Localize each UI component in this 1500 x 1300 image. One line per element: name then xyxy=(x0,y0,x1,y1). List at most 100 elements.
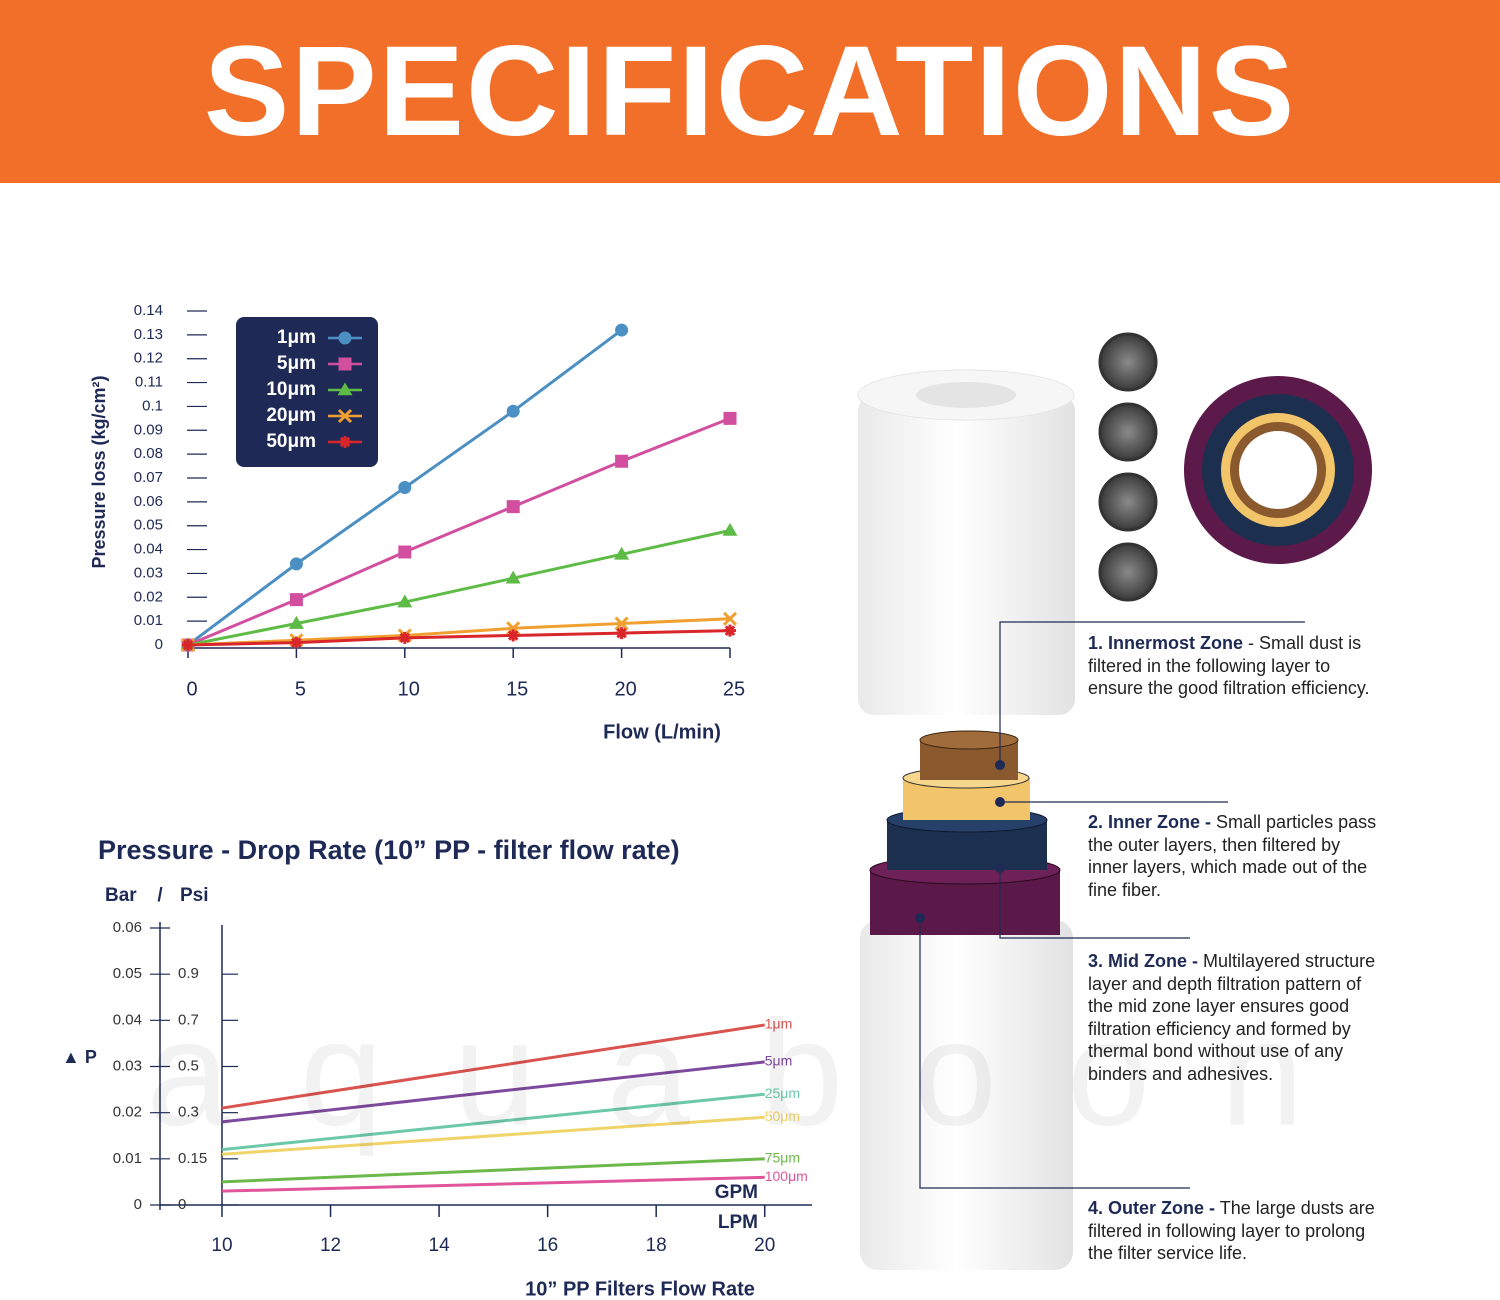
zone-heading: 1. Innermost Zone xyxy=(1088,633,1244,653)
series-line xyxy=(221,1060,765,1124)
pore-icon xyxy=(1098,472,1158,532)
series-label: 1μm xyxy=(765,1016,793,1032)
leader-lines xyxy=(919,621,1305,1189)
data-point xyxy=(615,323,629,337)
legend-label: 50μm xyxy=(266,431,316,452)
y2-tick-label: 0.9 xyxy=(178,965,199,982)
zone-text: The large dusts are filtered in followin… xyxy=(1088,1198,1375,1264)
y-tick-label: 0.04 xyxy=(134,541,163,558)
series-label: 75μm xyxy=(765,1150,800,1166)
x-tick-label: 20 xyxy=(754,1235,775,1256)
data-point xyxy=(614,546,630,560)
pore-icon xyxy=(1098,332,1158,392)
leader-line xyxy=(999,868,1190,939)
leader-line xyxy=(919,918,1190,1189)
data-point xyxy=(723,411,737,425)
zone-text: - Small dust is filtered in the followin… xyxy=(1088,633,1370,699)
section-core xyxy=(1239,431,1317,509)
x-axis-label: Flow (L/min) xyxy=(603,721,721,743)
y2-tick-label: 0.15 xyxy=(178,1150,207,1167)
header: SPECIFICATIONS xyxy=(0,0,1500,183)
x-tick-label: 10 xyxy=(211,1235,232,1256)
legend-marker xyxy=(338,331,352,345)
data-point xyxy=(289,557,303,571)
zone-note: 3. Mid Zone - Multilayered structure lay… xyxy=(1088,950,1378,1086)
delta-label: ▲ P xyxy=(62,1047,97,1067)
filter-bottom-body xyxy=(860,920,1073,1270)
pore-icon xyxy=(1098,542,1158,602)
y-tick-label: 0.03 xyxy=(134,564,163,581)
data-point xyxy=(290,636,303,649)
series-label: 25μm xyxy=(765,1085,800,1101)
x-axis-label: 10” PP Filters Flow Rate xyxy=(525,1278,755,1300)
legend-label: 1μm xyxy=(277,327,316,348)
data-point xyxy=(398,545,412,559)
y-axis-label: Pressure loss (kg/cm²) xyxy=(89,375,109,568)
x-tick-label: 14 xyxy=(429,1235,451,1256)
leader-line xyxy=(999,621,1305,765)
series-line xyxy=(187,629,731,647)
y-tick-label: 0.05 xyxy=(113,965,142,982)
y-tick-label: 0.1 xyxy=(142,397,163,414)
legend-label: 5μm xyxy=(277,353,316,374)
x-tick-label: 10 xyxy=(398,678,420,700)
x-tick-label: 20 xyxy=(614,678,636,700)
y-tick-label: 0 xyxy=(155,636,163,653)
legend-box xyxy=(236,317,378,467)
legend-label: 10μm xyxy=(266,379,316,400)
y-tick-label: 0.11 xyxy=(135,374,163,391)
zone-text: Small particles pass the outer layers, t… xyxy=(1088,812,1377,900)
leader-dot xyxy=(915,913,925,923)
y2-tick-label: 0.5 xyxy=(178,1057,199,1074)
leader-dot xyxy=(995,797,1005,807)
data-point xyxy=(615,454,629,468)
data-point xyxy=(506,500,520,514)
y-tick-label: 0.08 xyxy=(134,445,163,462)
y-tick-label: 0.12 xyxy=(134,350,163,367)
zone-note: 4. Outer Zone - The large dusts are filt… xyxy=(1088,1197,1378,1265)
x-tick-label: 15 xyxy=(506,678,528,700)
legend-label: 20μm xyxy=(266,405,316,426)
y-tick-label: 0.14 xyxy=(134,302,163,319)
x-tick-label: 25 xyxy=(723,678,745,700)
y-tick-label: 0.02 xyxy=(113,1104,142,1121)
series-line xyxy=(187,529,731,647)
y-tick-label: 0.01 xyxy=(113,1150,142,1167)
y-tick-label: 0.01 xyxy=(134,612,163,629)
page-title: SPECIFICATIONS xyxy=(203,20,1297,163)
x-unit-label: GPM xyxy=(715,1182,758,1203)
data-point xyxy=(724,624,736,637)
chart-title: Pressure - Drop Rate (10” PP - filter fl… xyxy=(98,835,680,865)
pore-icon xyxy=(1098,402,1158,462)
leader-dot xyxy=(995,863,1005,873)
zone-heading: 3. Mid Zone - xyxy=(1088,951,1198,971)
y2-axis-label: Psi xyxy=(180,885,209,906)
x-tick-label: 16 xyxy=(537,1235,558,1256)
y-tick-label: 0.05 xyxy=(134,517,163,534)
y-tick-label: 0.09 xyxy=(134,421,163,438)
y-tick-label: 0.04 xyxy=(113,1011,142,1028)
data-point xyxy=(505,570,521,584)
y-tick-label: 0.07 xyxy=(134,469,163,486)
data-point xyxy=(722,522,738,536)
axis-separator: / xyxy=(157,885,163,906)
data-point xyxy=(507,629,520,642)
x-unit-label: LPM xyxy=(718,1212,758,1233)
legend-marker xyxy=(337,408,353,424)
legend-marker xyxy=(337,382,353,396)
series-line xyxy=(221,1175,765,1193)
zone-heading: 4. Outer Zone - xyxy=(1088,1198,1216,1218)
series-line xyxy=(221,1023,765,1110)
y-tick-label: 0.03 xyxy=(113,1057,142,1074)
data-point xyxy=(397,594,413,608)
data-point xyxy=(398,481,412,495)
x-tick-label: 18 xyxy=(646,1235,667,1256)
data-point xyxy=(288,615,304,629)
x-tick-label: 5 xyxy=(295,678,306,700)
legend: 1μm 5μm 10μm 20μm 50μm xyxy=(236,317,378,467)
zone-heading: 2. Inner Zone - xyxy=(1088,812,1212,832)
watermark: aquaboon xyxy=(146,989,1373,1157)
zone-note: 2. Inner Zone - Small particles pass the… xyxy=(1088,811,1378,901)
y-tick-label: 0.06 xyxy=(134,493,163,510)
